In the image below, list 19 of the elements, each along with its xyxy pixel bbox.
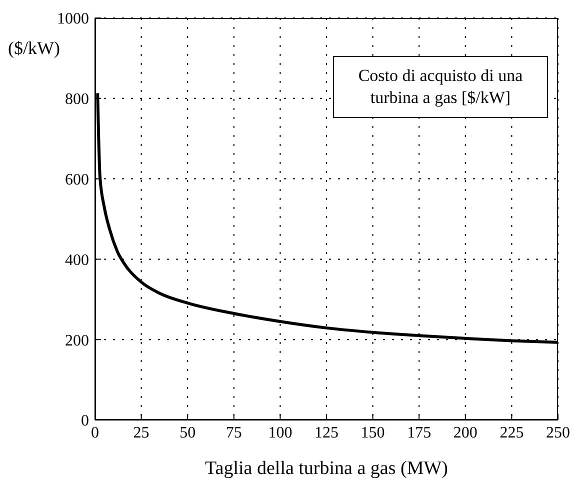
x-tick-label: 175 — [407, 424, 432, 442]
x-tick-label: 200 — [453, 424, 478, 442]
y-axis-title: ($/kW) — [8, 38, 61, 59]
y-tick-label: 1000 — [57, 10, 89, 28]
x-tick-label: 250 — [546, 424, 570, 442]
annotation: Costo di acquisto di una turbina a gas [$/kW] — [333, 56, 548, 118]
y-tick-label: 800 — [65, 91, 89, 108]
x-tick-label: 100 — [268, 424, 292, 442]
x-tick-label: 25 — [133, 424, 150, 442]
x-tick-label: 225 — [500, 424, 524, 442]
y-tick-label: 400 — [65, 252, 89, 269]
y-tick-label: 0 — [81, 412, 89, 430]
y-tick-label: 600 — [65, 171, 89, 188]
x-tick-label: 75 — [226, 424, 242, 442]
x-axis-title: Taglia della turbina a gas (MW) — [205, 458, 448, 479]
x-tick-label: 150 — [360, 424, 385, 442]
x-tick-label: 125 — [314, 424, 338, 442]
y-tick-label: 200 — [65, 332, 89, 350]
x-tick-label: 50 — [180, 424, 196, 442]
